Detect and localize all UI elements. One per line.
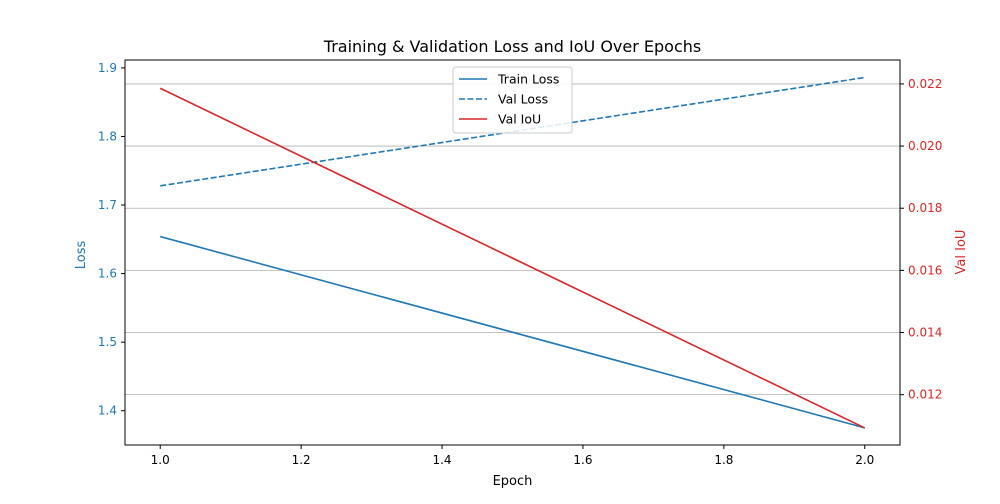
y2-tick-label: 0.020 <box>908 139 942 153</box>
x-axis-label: Epoch <box>493 474 533 489</box>
y2-tick-label: 0.012 <box>908 388 942 402</box>
y2-tick-label: 0.014 <box>908 326 942 340</box>
y2-axis-label: Val IoU <box>954 230 969 275</box>
x-tick-label: 1.6 <box>573 453 592 467</box>
x-tick-label: 1.0 <box>151 453 170 467</box>
x-tick-label: 1.4 <box>432 453 451 467</box>
legend-label-val-iou: Val IoU <box>498 112 541 127</box>
y2-tick-label: 0.022 <box>908 77 942 91</box>
axes-layer: 1.0 1.2 1.4 1.6 1.8 2.0 1.4 1.5 1.6 1.7 1.8 1.9 0.01… <box>98 59 942 467</box>
y-tick-label: 1.4 <box>98 404 117 418</box>
y-tick-label: 1.9 <box>98 61 117 75</box>
y-axis-label: Loss <box>74 241 89 270</box>
y2-tick-label: 0.016 <box>908 263 942 277</box>
series-line-val-iou <box>159 87 866 429</box>
chart-title: Training & Validation Loss and IoU Over … <box>323 37 701 56</box>
y-tick-label: 1.7 <box>98 198 117 212</box>
legend-label-val-loss: Val Loss <box>498 92 548 107</box>
x-tick-label: 1.8 <box>714 453 733 467</box>
y-tick-label: 1.5 <box>98 335 117 349</box>
legend-label-train-loss: Train Loss <box>497 72 559 87</box>
series-line-train-loss <box>160 235 865 429</box>
legend: Train Loss Val Loss Val IoU <box>452 66 573 134</box>
y2-tick-label: 0.018 <box>908 201 942 215</box>
y-tick-label: 1.8 <box>98 129 117 143</box>
x-tick-label: 1.2 <box>292 453 311 467</box>
y-tick-label: 1.6 <box>98 267 117 281</box>
series-layer <box>159 76 866 429</box>
plot-frame <box>124 59 901 446</box>
x-tick-label: 2.0 <box>855 453 874 467</box>
legend-box <box>452 66 573 134</box>
